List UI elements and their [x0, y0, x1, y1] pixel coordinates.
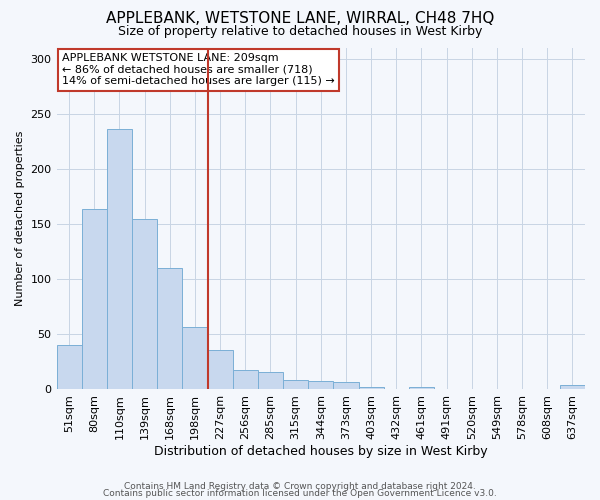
Bar [82, 210, 107, 389]
Bar [308, 381, 334, 389]
Text: APPLEBANK WETSTONE LANE: 209sqm
← 86% of detached houses are smaller (718)
14% o: APPLEBANK WETSTONE LANE: 209sqm ← 86% of… [62, 53, 335, 86]
Text: Contains public sector information licensed under the Open Government Licence v3: Contains public sector information licen… [103, 489, 497, 498]
Bar [132, 220, 157, 389]
Text: Size of property relative to detached houses in West Kirby: Size of property relative to detached ho… [118, 25, 482, 38]
Bar [208, 350, 233, 389]
Bar [283, 380, 308, 389]
Text: Contains HM Land Registry data © Crown copyright and database right 2024.: Contains HM Land Registry data © Crown c… [124, 482, 476, 491]
Bar [233, 370, 258, 389]
Bar [56, 345, 82, 389]
Bar [157, 268, 182, 389]
Bar [409, 387, 434, 389]
Bar [107, 129, 132, 389]
X-axis label: Distribution of detached houses by size in West Kirby: Distribution of detached houses by size … [154, 444, 488, 458]
Bar [334, 382, 359, 389]
Y-axis label: Number of detached properties: Number of detached properties [15, 130, 25, 306]
Bar [359, 387, 383, 389]
Bar [258, 372, 283, 389]
Text: APPLEBANK, WETSTONE LANE, WIRRAL, CH48 7HQ: APPLEBANK, WETSTONE LANE, WIRRAL, CH48 7… [106, 11, 494, 26]
Bar [182, 328, 208, 389]
Bar [560, 384, 585, 389]
